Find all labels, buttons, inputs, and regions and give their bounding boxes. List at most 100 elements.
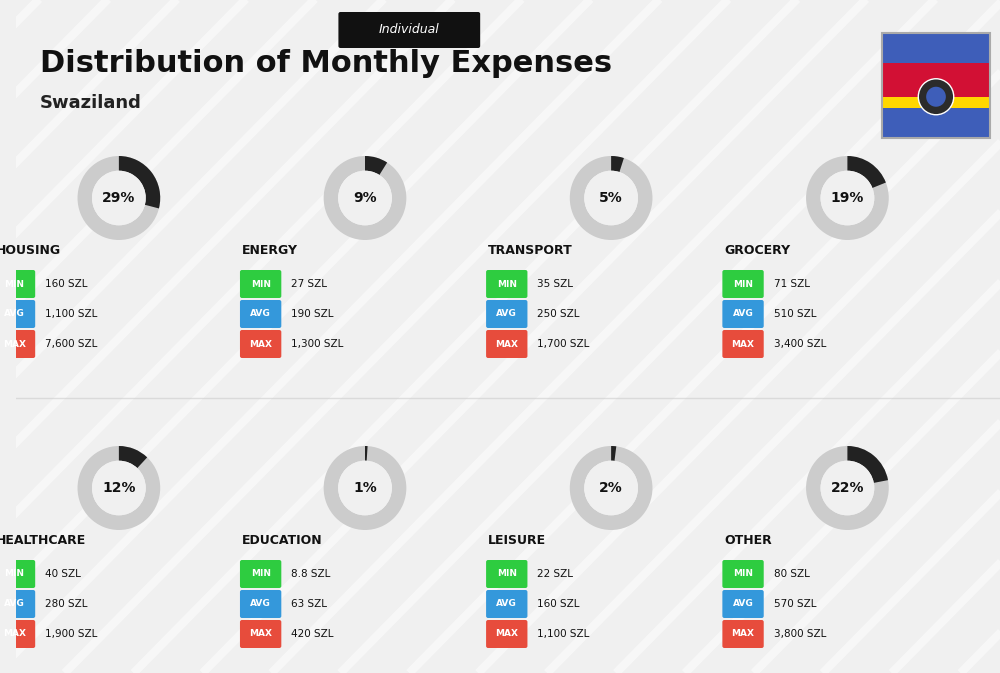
Wedge shape <box>119 446 147 468</box>
Text: 190 SZL: 190 SZL <box>291 309 334 319</box>
FancyBboxPatch shape <box>240 330 281 358</box>
Text: MAX: MAX <box>495 629 518 639</box>
FancyBboxPatch shape <box>722 330 764 358</box>
FancyBboxPatch shape <box>722 590 764 618</box>
Text: 570 SZL: 570 SZL <box>774 599 816 609</box>
Circle shape <box>338 171 392 225</box>
Text: OTHER: OTHER <box>724 534 772 548</box>
FancyBboxPatch shape <box>0 300 35 328</box>
Wedge shape <box>611 446 616 461</box>
Wedge shape <box>365 446 368 461</box>
FancyBboxPatch shape <box>0 270 35 298</box>
FancyBboxPatch shape <box>0 590 35 618</box>
Text: MIN: MIN <box>251 569 271 579</box>
Text: GROCERY: GROCERY <box>724 244 790 258</box>
Circle shape <box>584 171 638 225</box>
Text: MIN: MIN <box>251 279 271 289</box>
FancyBboxPatch shape <box>0 330 35 358</box>
Text: 7,600 SZL: 7,600 SZL <box>45 339 97 349</box>
Text: AVG: AVG <box>4 310 25 318</box>
Text: 160 SZL: 160 SZL <box>45 279 88 289</box>
Text: AVG: AVG <box>733 600 753 608</box>
Wedge shape <box>324 156 406 240</box>
Circle shape <box>821 461 874 516</box>
Circle shape <box>584 461 638 516</box>
FancyBboxPatch shape <box>722 300 764 328</box>
FancyBboxPatch shape <box>486 300 527 328</box>
Text: Individual: Individual <box>379 24 440 36</box>
Text: 12%: 12% <box>102 481 136 495</box>
Circle shape <box>338 461 392 516</box>
Wedge shape <box>324 446 406 530</box>
Text: MIN: MIN <box>5 569 25 579</box>
Circle shape <box>918 79 954 115</box>
Text: 1,700 SZL: 1,700 SZL <box>537 339 590 349</box>
Text: 280 SZL: 280 SZL <box>45 599 88 609</box>
Text: TRANSPORT: TRANSPORT <box>488 244 573 258</box>
Text: 1,100 SZL: 1,100 SZL <box>45 309 97 319</box>
Text: MAX: MAX <box>249 629 272 639</box>
FancyBboxPatch shape <box>722 620 764 648</box>
FancyBboxPatch shape <box>240 560 281 588</box>
Wedge shape <box>119 156 160 209</box>
FancyBboxPatch shape <box>240 270 281 298</box>
FancyBboxPatch shape <box>486 620 527 648</box>
Text: 40 SZL: 40 SZL <box>45 569 81 579</box>
Text: MAX: MAX <box>495 339 518 349</box>
Text: 29%: 29% <box>102 191 136 205</box>
Text: 9%: 9% <box>353 191 377 205</box>
FancyBboxPatch shape <box>486 560 527 588</box>
Text: MAX: MAX <box>3 339 26 349</box>
Text: 1,300 SZL: 1,300 SZL <box>291 339 344 349</box>
FancyBboxPatch shape <box>486 330 527 358</box>
FancyBboxPatch shape <box>722 270 764 298</box>
Circle shape <box>92 461 146 516</box>
Text: HEALTHCARE: HEALTHCARE <box>0 534 86 548</box>
Text: MAX: MAX <box>249 339 272 349</box>
FancyBboxPatch shape <box>882 97 990 108</box>
Text: ENERGY: ENERGY <box>242 244 298 258</box>
Text: 160 SZL: 160 SZL <box>537 599 580 609</box>
Text: MIN: MIN <box>733 569 753 579</box>
FancyBboxPatch shape <box>486 590 527 618</box>
Text: EDUCATION: EDUCATION <box>242 534 323 548</box>
FancyBboxPatch shape <box>240 590 281 618</box>
Text: 8.8 SZL: 8.8 SZL <box>291 569 331 579</box>
Text: 22 SZL: 22 SZL <box>537 569 573 579</box>
FancyBboxPatch shape <box>882 33 990 63</box>
Text: 80 SZL: 80 SZL <box>774 569 809 579</box>
Text: 3,800 SZL: 3,800 SZL <box>774 629 826 639</box>
Text: AVG: AVG <box>496 310 517 318</box>
Text: MAX: MAX <box>732 339 755 349</box>
Wedge shape <box>806 156 889 240</box>
Text: 5%: 5% <box>599 191 623 205</box>
Wedge shape <box>78 156 160 240</box>
Wedge shape <box>365 156 387 175</box>
Text: 2%: 2% <box>599 481 623 495</box>
Text: 420 SZL: 420 SZL <box>291 629 334 639</box>
FancyBboxPatch shape <box>882 108 990 138</box>
Text: MIN: MIN <box>497 569 517 579</box>
Circle shape <box>821 171 874 225</box>
FancyBboxPatch shape <box>240 620 281 648</box>
Text: 22%: 22% <box>831 481 864 495</box>
FancyBboxPatch shape <box>0 620 35 648</box>
Text: AVG: AVG <box>4 600 25 608</box>
FancyBboxPatch shape <box>486 270 527 298</box>
Wedge shape <box>570 446 652 530</box>
Text: 27 SZL: 27 SZL <box>291 279 327 289</box>
Circle shape <box>926 87 946 107</box>
Text: LEISURE: LEISURE <box>488 534 546 548</box>
Text: AVG: AVG <box>733 310 753 318</box>
Circle shape <box>92 171 146 225</box>
Text: 35 SZL: 35 SZL <box>537 279 573 289</box>
Text: MIN: MIN <box>5 279 25 289</box>
FancyBboxPatch shape <box>240 300 281 328</box>
Text: 1%: 1% <box>353 481 377 495</box>
Text: Swaziland: Swaziland <box>40 94 142 112</box>
FancyBboxPatch shape <box>882 63 990 97</box>
Text: 1,900 SZL: 1,900 SZL <box>45 629 97 639</box>
FancyBboxPatch shape <box>0 560 35 588</box>
Wedge shape <box>78 446 160 530</box>
Wedge shape <box>806 446 889 530</box>
